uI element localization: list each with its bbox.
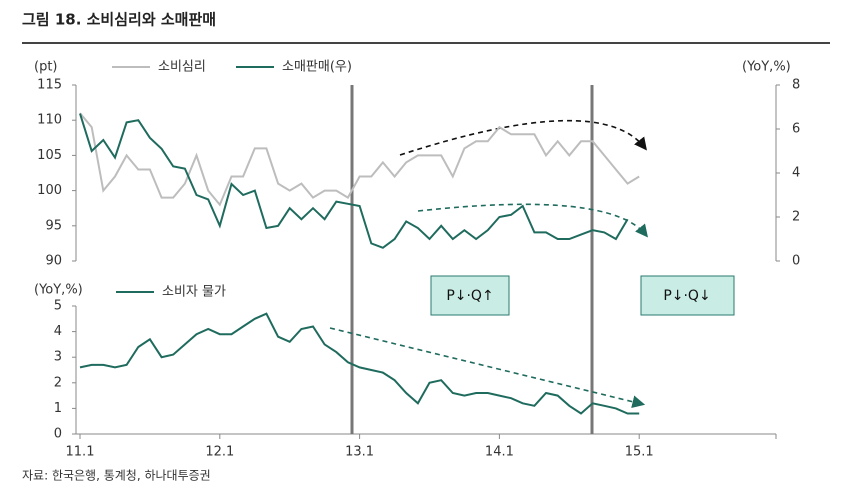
y-tick-label: 1 [54, 401, 62, 416]
y-tick-label: 90 [45, 254, 62, 269]
line-series [79, 112, 640, 207]
legend-label: 소비자 물가 [162, 285, 226, 300]
x-tick-label: 11.1 [66, 445, 95, 460]
y-tick-label: 4 [54, 324, 62, 339]
trend-arrow [399, 119, 647, 156]
y-tick-label: 110 [37, 113, 62, 128]
annotation: P↓·Q↓ [663, 288, 710, 304]
x-tick-label: 13.1 [345, 445, 374, 460]
line-series [79, 113, 629, 249]
y-tick-label: 95 [45, 218, 62, 233]
y-axis-label: (YoY,%) [34, 283, 83, 298]
annotation-box [430, 275, 510, 316]
y-axis-label: (pt) [34, 60, 58, 75]
chart-title: 그림 18. 소비심리와 소매판매 [22, 11, 216, 29]
y2-tick-label: 6 [792, 122, 800, 137]
y-tick-label: 2 [54, 375, 62, 390]
trend-arrow [417, 203, 649, 238]
x-tick-label: 12.1 [205, 445, 234, 460]
legend-label: 소비심리 [158, 60, 206, 75]
y2-tick-label: 8 [792, 78, 800, 93]
y-tick-label: 5 [54, 299, 62, 314]
line-series [79, 312, 640, 415]
legend-label: 소매판매(우) [282, 60, 352, 75]
source: 자료: 한국은행, 통계청, 하나대투증권 [22, 468, 211, 483]
y2-tick-label: 0 [792, 254, 800, 269]
y2-tick-label: 2 [792, 210, 800, 225]
x-tick-label: 15.1 [625, 445, 654, 460]
y2-axis-label: (YoY,%) [742, 60, 791, 75]
annotation: P↓·Q↑ [446, 288, 493, 304]
y2-tick-label: 4 [792, 166, 800, 181]
x-tick-label: 14.1 [485, 445, 514, 460]
y-tick-label: 3 [54, 350, 62, 365]
y-tick-label: 100 [37, 183, 62, 198]
y-tick-label: 105 [37, 148, 62, 163]
y-tick-label: 115 [37, 78, 62, 93]
y-tick-label: 0 [54, 427, 62, 442]
annotation-box [640, 275, 735, 316]
